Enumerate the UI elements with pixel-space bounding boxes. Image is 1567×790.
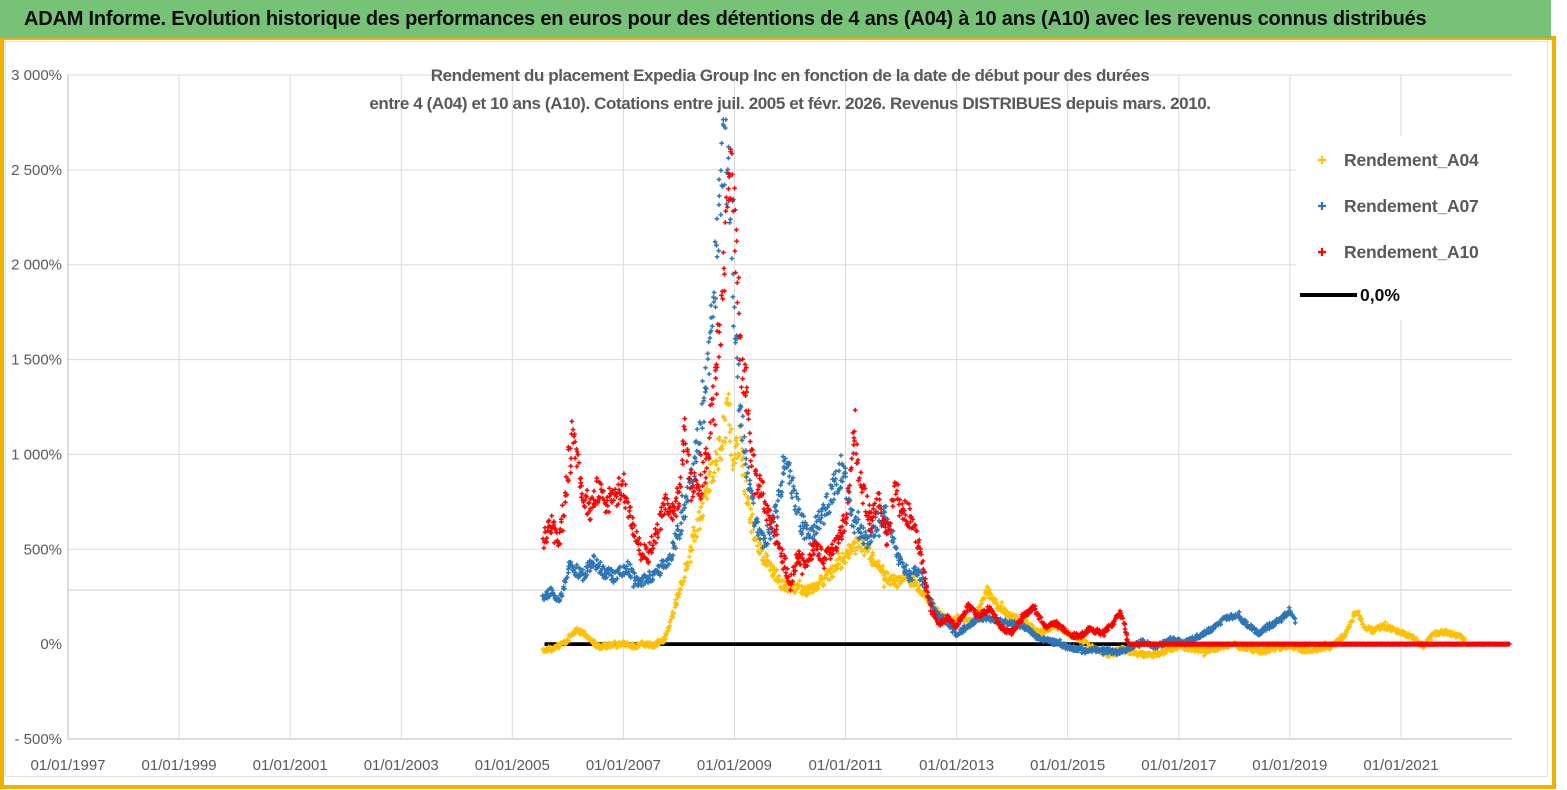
x-tick-label: 01/01/2007 — [586, 757, 661, 774]
chart-title-line: entre 4 (A04) et 10 ans (A10). Cotations… — [369, 94, 1210, 113]
legend-label: Rendement_A04 — [1344, 150, 1479, 170]
series-points-rendement_a07 — [540, 117, 1298, 658]
y-tick-label: - 500% — [14, 731, 62, 748]
y-tick-label: 1 500% — [11, 352, 62, 369]
x-tick-label: 01/01/1997 — [30, 757, 105, 774]
legend-marker-rendement_a07 — [1318, 202, 1326, 210]
x-tick-label: 01/01/2003 — [364, 757, 439, 774]
x-tick-label: 01/01/2011 — [809, 757, 883, 774]
y-tick-label: 2 000% — [11, 257, 62, 274]
x-tick-label: 01/01/2019 — [1252, 757, 1327, 774]
x-tick-label: 01/01/2015 — [1030, 757, 1105, 774]
series-points-rendement_a10 — [540, 147, 1512, 647]
x-tick-label: 01/01/1999 — [142, 757, 217, 774]
legend-label: Rendement_A07 — [1344, 196, 1479, 216]
y-tick-label: 1 000% — [11, 446, 62, 463]
banner-title: ADAM Informe. Evolution historique des p… — [24, 7, 1427, 30]
y-tick-label: 0% — [40, 636, 62, 653]
y-tick-label: 500% — [24, 541, 62, 558]
x-tick-label: 01/01/2013 — [919, 757, 994, 774]
x-tick-label: 01/01/2005 — [475, 757, 550, 774]
chart-title-line: Rendement du placement Expedia Group Inc… — [431, 66, 1150, 85]
x-tick-label: 01/01/2001 — [253, 757, 328, 774]
legend-label: Rendement_A10 — [1344, 242, 1479, 262]
x-tick-label: 01/01/2017 — [1141, 757, 1216, 774]
y-tick-label: 3 000% — [11, 67, 62, 84]
legend-label-zero: 0,0% — [1360, 285, 1400, 305]
legend-background — [1296, 136, 1512, 320]
legend-marker-rendement_a10 — [1318, 248, 1326, 256]
y-tick-label: 2 500% — [11, 162, 62, 179]
legend-marker-rendement_a04 — [1318, 156, 1326, 164]
x-tick-label: 01/01/2009 — [697, 757, 772, 774]
sheet-title-banner: ADAM Informe. Evolution historique des p… — [0, 0, 1551, 38]
x-tick-label: 01/01/2021 — [1363, 757, 1438, 774]
